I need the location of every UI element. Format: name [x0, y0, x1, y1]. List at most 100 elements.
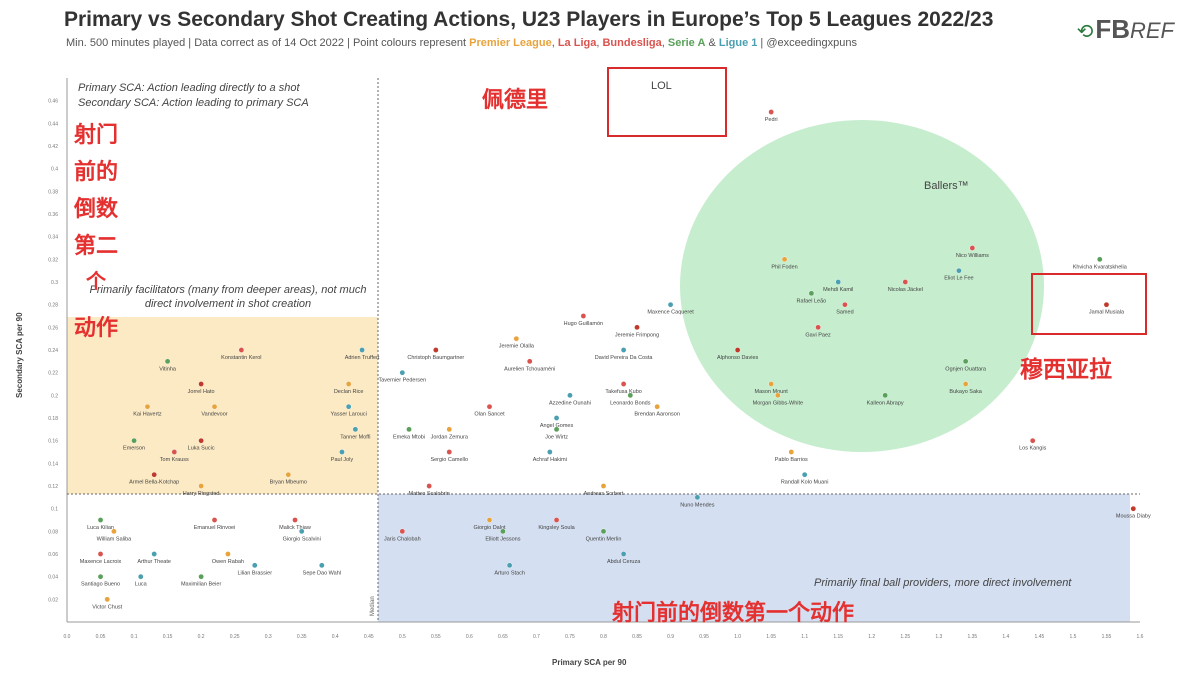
data-point[interactable] [211, 403, 218, 410]
data-point[interactable] [553, 415, 560, 421]
data-point[interactable] [238, 347, 245, 353]
data-point[interactable] [781, 256, 788, 263]
data-point[interactable] [225, 551, 231, 557]
data-point[interactable] [1130, 505, 1137, 512]
data-point[interactable] [620, 347, 627, 353]
data-point[interactable] [620, 381, 627, 387]
providers-note: Primarily final ball providers, more dir… [814, 577, 1072, 589]
y-tick-label: 0.46 [48, 99, 58, 105]
data-point[interactable] [547, 449, 553, 455]
data-point[interactable] [319, 562, 325, 569]
y-tick-label: 0.26 [48, 325, 58, 331]
data-point-label: Nico Williams [956, 253, 989, 259]
data-point[interactable] [734, 347, 741, 353]
data-point[interactable] [426, 483, 432, 489]
data-point[interactable] [285, 471, 292, 478]
data-point[interactable] [1096, 256, 1103, 263]
data-point[interactable] [164, 358, 171, 365]
data-point[interactable] [406, 426, 412, 433]
data-point[interactable] [352, 426, 359, 433]
data-point[interactable] [553, 426, 560, 433]
data-point[interactable] [902, 279, 909, 285]
x-tick-label: 0.8 [600, 634, 607, 640]
data-point[interactable] [171, 449, 178, 455]
data-point[interactable] [151, 551, 157, 557]
data-point[interactable] [446, 426, 453, 433]
data-point[interactable] [842, 301, 848, 308]
data-point[interactable] [567, 392, 573, 399]
data-point[interactable] [801, 471, 808, 478]
data-point[interactable] [956, 267, 962, 274]
x-tick-label: 1.35 [967, 634, 977, 640]
data-point[interactable] [526, 358, 533, 365]
data-point[interactable] [198, 573, 204, 580]
data-point[interactable] [198, 437, 204, 444]
data-point[interactable] [513, 335, 520, 342]
data-point[interactable] [292, 517, 298, 523]
data-point[interactable] [962, 381, 969, 387]
secondary-cn-label-6: 动作 [74, 316, 119, 341]
data-point[interactable] [962, 358, 969, 365]
data-point[interactable] [808, 290, 815, 297]
lol-label: LOL [651, 80, 672, 92]
y-tick-label: 0.14 [48, 461, 58, 467]
data-point[interactable] [399, 369, 406, 376]
data-point[interactable] [359, 347, 365, 353]
data-point[interactable] [580, 313, 587, 319]
data-point[interactable] [1029, 437, 1036, 444]
data-point[interactable] [399, 528, 406, 535]
data-point[interactable] [654, 403, 660, 410]
data-point[interactable] [446, 449, 453, 455]
legend-la-liga: La Liga [557, 37, 597, 49]
data-point[interactable] [97, 551, 104, 557]
data-point[interactable] [768, 381, 774, 387]
data-point[interactable] [600, 528, 607, 535]
x-tick-label: 1.0 [734, 634, 741, 640]
y-tick-label: 0.18 [48, 416, 58, 422]
data-point[interactable] [620, 551, 627, 557]
data-point-label: Joe Wirtz [545, 434, 568, 440]
data-point[interactable] [500, 528, 506, 535]
data-point[interactable] [198, 381, 204, 387]
data-point[interactable] [506, 562, 513, 569]
data-point[interactable] [433, 347, 439, 353]
definition-primary: Primary SCA: Action leading directly to … [78, 82, 300, 94]
data-point[interactable] [634, 324, 640, 331]
data-point[interactable] [131, 437, 137, 444]
data-point-label: Mason Mount [754, 389, 788, 395]
data-point[interactable] [111, 528, 117, 535]
data-point[interactable] [600, 483, 607, 489]
data-point[interactable] [835, 279, 842, 285]
data-point[interactable] [1103, 301, 1110, 308]
data-point-label: Abdul Ceruza [607, 559, 641, 565]
data-point[interactable] [144, 403, 151, 410]
data-point[interactable] [251, 562, 258, 569]
data-point[interactable] [775, 392, 781, 399]
data-point[interactable] [667, 301, 674, 308]
data-point[interactable] [211, 517, 218, 523]
data-point[interactable] [104, 596, 111, 603]
data-point[interactable] [198, 483, 204, 489]
data-point[interactable] [137, 573, 144, 580]
data-point[interactable] [97, 517, 104, 523]
data-point[interactable] [768, 109, 774, 115]
data-point[interactable] [486, 517, 493, 523]
data-point[interactable] [815, 324, 821, 331]
data-point[interactable] [345, 403, 352, 410]
data-point[interactable] [298, 528, 305, 535]
data-point[interactable] [151, 471, 157, 478]
data-point-label: Harry Ringsted [183, 491, 220, 497]
data-point[interactable] [969, 245, 976, 251]
data-point-label: Angel Gomes [540, 423, 574, 429]
data-point[interactable] [882, 392, 888, 399]
data-point[interactable] [694, 494, 701, 501]
data-point[interactable] [97, 573, 104, 580]
data-point[interactable] [788, 449, 795, 455]
data-point[interactable] [345, 381, 352, 387]
data-point[interactable] [553, 517, 560, 523]
data-point[interactable] [339, 449, 345, 455]
legend-ligue-1: Ligue 1 [718, 37, 758, 49]
data-point-label: Arthur Theate [137, 559, 171, 565]
data-point[interactable] [627, 392, 634, 399]
data-point[interactable] [486, 403, 493, 410]
